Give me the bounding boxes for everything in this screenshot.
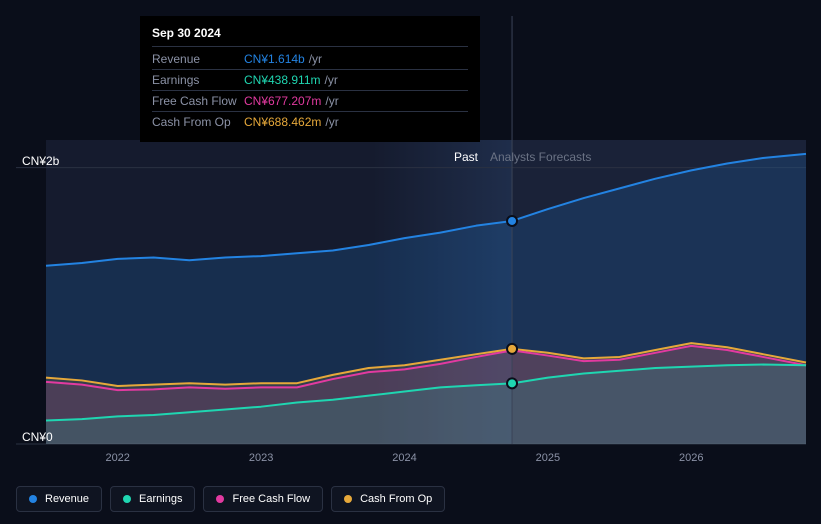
x-axis-tick: 2023 bbox=[249, 452, 273, 464]
section-past-label: Past bbox=[454, 150, 478, 164]
legend-dot-icon bbox=[29, 495, 37, 503]
y-axis-tick: CN¥2b bbox=[22, 154, 59, 168]
tooltip-metric-label: Earnings bbox=[152, 73, 244, 87]
tooltip-metric-value: CN¥438.911m bbox=[244, 73, 321, 87]
tooltip-unit: /yr bbox=[325, 115, 338, 129]
tooltip-metric-label: Free Cash Flow bbox=[152, 94, 244, 108]
tooltip-metric-value: CN¥1.614b bbox=[244, 52, 305, 66]
tooltip-metric-label: Revenue bbox=[152, 52, 244, 66]
tooltip-row: RevenueCN¥1.614b/yr bbox=[152, 49, 468, 70]
legend-label: Revenue bbox=[45, 493, 89, 505]
financial-chart: Sep 30 2024 RevenueCN¥1.614b/yrEarningsC… bbox=[0, 0, 821, 524]
tooltip-metric-value: CN¥677.207m bbox=[244, 94, 321, 108]
x-axis-tick: 2024 bbox=[392, 452, 416, 464]
legend-item-free-cash-flow[interactable]: Free Cash Flow bbox=[203, 486, 323, 512]
chart-tooltip: Sep 30 2024 RevenueCN¥1.614b/yrEarningsC… bbox=[140, 16, 480, 142]
section-forecast-label: Analysts Forecasts bbox=[490, 150, 591, 164]
tooltip-unit: /yr bbox=[309, 52, 322, 66]
tooltip-row: Free Cash FlowCN¥677.207m/yr bbox=[152, 91, 468, 112]
x-axis-tick: 2026 bbox=[679, 452, 703, 464]
y-axis-tick: CN¥0 bbox=[22, 430, 53, 444]
legend-item-cash-from-op[interactable]: Cash From Op bbox=[331, 486, 445, 512]
legend-item-revenue[interactable]: Revenue bbox=[16, 486, 102, 512]
tooltip-unit: /yr bbox=[325, 94, 338, 108]
tooltip-unit: /yr bbox=[325, 73, 338, 87]
tooltip-metric-value: CN¥688.462m bbox=[244, 115, 321, 129]
tooltip-row: Cash From OpCN¥688.462m/yr bbox=[152, 112, 468, 132]
tooltip-row: EarningsCN¥438.911m/yr bbox=[152, 70, 468, 91]
tooltip-metric-label: Cash From Op bbox=[152, 115, 244, 129]
x-axis-tick: 2022 bbox=[105, 452, 129, 464]
legend-label: Earnings bbox=[139, 493, 182, 505]
legend-dot-icon bbox=[216, 495, 224, 503]
legend-dot-icon bbox=[123, 495, 131, 503]
chart-legend: Revenue Earnings Free Cash Flow Cash From O… bbox=[16, 486, 445, 512]
tooltip-date: Sep 30 2024 bbox=[152, 26, 468, 47]
legend-label: Cash From Op bbox=[360, 493, 432, 505]
legend-item-earnings[interactable]: Earnings bbox=[110, 486, 195, 512]
legend-dot-icon bbox=[344, 495, 352, 503]
legend-label: Free Cash Flow bbox=[232, 493, 310, 505]
x-axis-tick: 2025 bbox=[536, 452, 560, 464]
